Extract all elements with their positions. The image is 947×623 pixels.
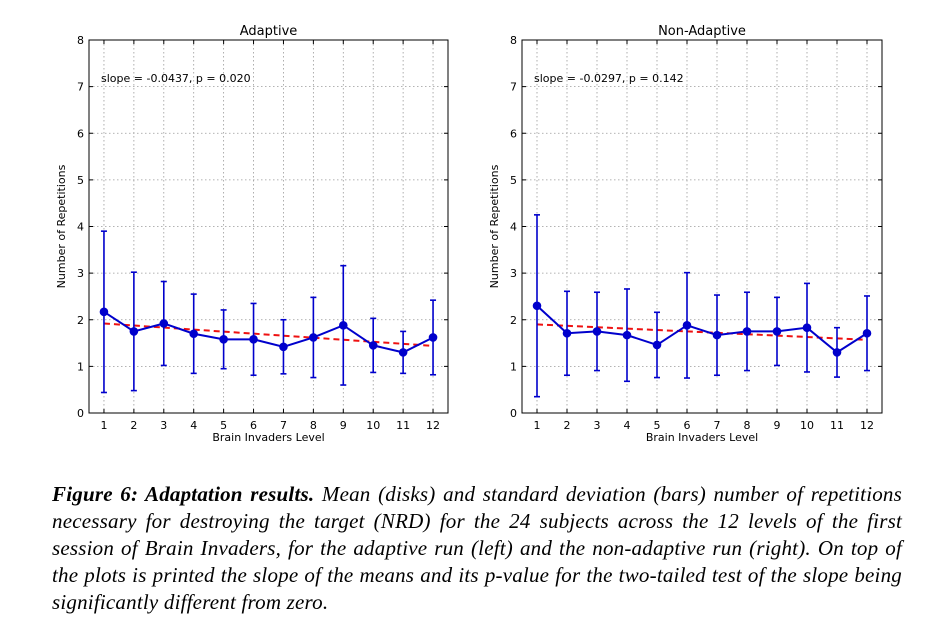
mean-point [219,335,228,344]
mean-point [682,321,692,330]
mean-point [99,307,109,317]
x-tick-label: 1 [100,419,107,432]
y-tick-label: 4 [77,221,84,234]
x-tick-label: 11 [830,419,844,432]
x-tick-label: 2 [564,419,571,432]
mean-point [652,340,662,350]
x-tick-label: 4 [190,419,197,432]
mean-point [338,321,348,330]
y-tick-label: 1 [77,360,84,373]
y-tick-label: 4 [510,221,517,234]
mean-point [309,333,318,342]
mean-point [712,330,722,340]
mean-point [129,327,139,336]
x-tick-label: 11 [396,419,410,432]
non-adaptive-chart: 1 2 3 4 5 6 7 8 9 10 11 12012345678Non-AdaptiveBrai… [488,24,883,444]
y-tick-label: 6 [77,127,84,140]
y-tick-label: 5 [77,174,84,187]
y-tick-label: 2 [77,314,84,327]
caption-text: Mean (disks) and standard deviation (bar… [52,482,902,614]
mean-point [532,301,542,311]
mean-point [802,323,812,332]
y-tick-label: 6 [510,127,517,140]
x-tick-label: 10 [800,419,814,432]
y-tick-label: 0 [77,407,84,420]
x-tick-label: 8 [744,419,751,432]
x-axis-label: Brain Invaders Level [212,431,324,444]
y-tick-label: 5 [510,174,517,187]
y-tick-label: 1 [510,360,517,373]
figure-caption: Figure 6: Adaptation results. Mean (disk… [52,481,902,616]
x-tick-label: 7 [714,419,721,432]
caption-lead: Figure 6: Adaptation results. [52,482,315,506]
x-tick-label: 8 [310,419,317,432]
x-tick-label: 3 [594,419,601,432]
y-tick-label: 7 [510,81,517,94]
x-tick-label: 9 [340,419,347,432]
x-tick-label: 7 [280,419,287,432]
y-tick-label: 8 [77,34,84,47]
mean-point [279,342,288,352]
mean-line [103,310,434,354]
y-axis-label: Number of Repetitions [488,164,501,288]
x-tick-label: 12 [426,419,440,432]
x-tick-label: 3 [160,419,167,432]
mean-point [622,330,632,340]
x-axis-label: Brain Invaders Level [646,431,758,444]
mean-point [189,329,199,339]
x-tick-label: 6 [684,419,691,432]
y-tick-label: 0 [510,407,517,420]
mean-point [249,335,258,344]
x-tick-label: 6 [250,419,257,432]
x-tick-label: 9 [774,419,781,432]
x-tick-label: 12 [860,419,874,432]
regression-line [103,322,434,347]
slope-annotation: slope = -0.0297, p = 0.142 [534,72,684,85]
mean-point [592,327,602,336]
x-tick-label: 10 [366,419,380,432]
y-tick-label: 2 [510,314,517,327]
mean-point [159,319,169,328]
slope-annotation: slope = -0.0437, p = 0.020 [101,72,251,85]
x-tick-label: 4 [624,419,631,432]
mean-point [772,327,782,336]
y-tick-label: 3 [77,267,84,280]
mean-point [742,327,752,336]
mean-point [368,341,378,350]
x-tick-label: 2 [130,419,137,432]
y-tick-label: 7 [77,81,84,94]
mean-point [428,333,438,342]
x-tick-label: 5 [220,419,227,432]
y-tick-label: 8 [510,34,517,47]
x-tick-label: 1 [534,419,541,432]
mean-point [832,348,842,357]
chart-title: Adaptive [240,24,298,39]
mean-point [862,328,872,338]
mean-line [536,305,868,354]
chart-title: Non-Adaptive [658,24,746,39]
x-tick-label: 5 [654,419,661,432]
y-axis-label: Number of Repetitions [55,164,68,288]
mean-point [398,348,408,357]
mean-point [562,328,572,338]
regression-line [536,323,868,341]
y-tick-label: 3 [510,267,517,280]
